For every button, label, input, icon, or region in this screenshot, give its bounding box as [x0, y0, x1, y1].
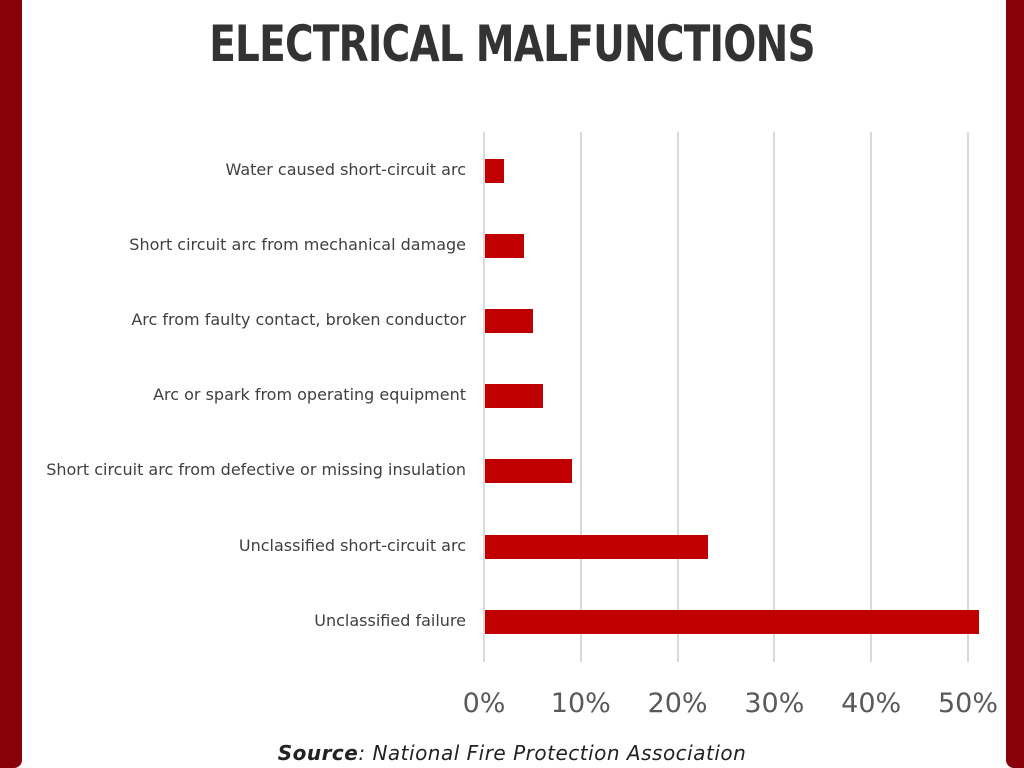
bar — [485, 535, 708, 559]
bar — [485, 384, 544, 408]
source-caption: Source: National Fire Protection Associa… — [0, 741, 1024, 765]
x-tick-label: 10% — [550, 688, 611, 719]
category-label: Short circuit arc from defective or miss… — [46, 460, 466, 479]
category-label: Unclassified short-circuit arc — [238, 536, 466, 555]
bar — [485, 159, 505, 183]
x-tick-label: 30% — [744, 688, 805, 719]
gridline — [967, 132, 969, 662]
source-text: : National Fire Protection Association — [358, 741, 747, 765]
category-label: Water caused short-circuit arc — [225, 160, 466, 179]
x-tick-label: 20% — [647, 688, 708, 719]
bar — [485, 234, 524, 258]
gridline — [676, 132, 679, 662]
gridline — [773, 132, 776, 662]
source-label: Source — [277, 741, 359, 765]
x-tick-label: 0% — [462, 688, 506, 719]
chart-title: ELECTRICAL MALFUNCTIONS — [209, 15, 815, 73]
bar — [485, 459, 573, 483]
gridline — [579, 132, 582, 662]
category-label: Short circuit arc from mechanical damage — [129, 235, 466, 254]
right-border — [1006, 0, 1024, 768]
plot-area — [483, 132, 1006, 662]
category-label: Arc from faulty contact, broken conducto… — [131, 310, 466, 329]
bar — [485, 610, 979, 634]
left-border — [0, 0, 22, 768]
x-tick-label: 40% — [841, 688, 902, 719]
gridline — [870, 132, 873, 662]
category-label: Unclassified failure — [314, 611, 466, 630]
gridline — [483, 132, 485, 662]
x-tick-label: 50% — [937, 688, 998, 719]
bar — [485, 309, 534, 333]
category-label: Arc or spark from operating equipment — [153, 385, 466, 404]
